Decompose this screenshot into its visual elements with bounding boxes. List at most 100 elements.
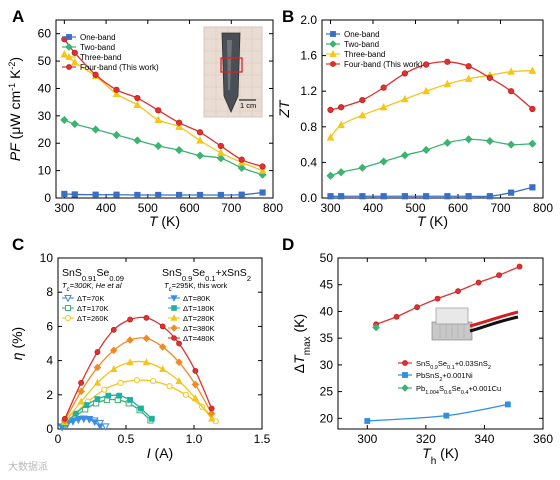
x-tick-label: 500 bbox=[138, 201, 158, 215]
y-tick-label: 30 bbox=[38, 109, 52, 123]
c-series-point-5 bbox=[191, 394, 199, 402]
a-series-point-2 bbox=[133, 100, 142, 108]
panel-a-label: A bbox=[12, 7, 24, 26]
c-series-point-5 bbox=[175, 377, 183, 385]
c-legend-item-5-marker bbox=[170, 314, 178, 321]
a-legend-item-3-marker bbox=[66, 64, 72, 70]
y-tick-label: 20 bbox=[320, 411, 334, 425]
b-series-point-1 bbox=[337, 168, 346, 177]
b-series-point-1 bbox=[507, 140, 516, 149]
x-tick-label: 500 bbox=[405, 201, 425, 215]
a-series-point-3 bbox=[113, 86, 120, 93]
b-series-point-0 bbox=[338, 193, 345, 200]
b-series-point-3 bbox=[401, 70, 408, 77]
b-series-point-0 bbox=[359, 193, 366, 200]
c-series-point-6 bbox=[207, 409, 216, 418]
d-series-point-0 bbox=[496, 272, 502, 278]
c-series-point-6 bbox=[175, 358, 183, 367]
x-tick-label: 1.0 bbox=[186, 432, 203, 446]
y-tick-label: 50 bbox=[38, 54, 52, 68]
a-series-point-3 bbox=[259, 163, 266, 170]
panel-b-label: B bbox=[282, 7, 294, 26]
c-series-point-5 bbox=[159, 365, 167, 373]
y-tick-label: 0.0 bbox=[300, 191, 317, 205]
c-series-point-5 bbox=[126, 358, 134, 366]
c-series-point-4 bbox=[72, 410, 79, 417]
c-y-axis-label: η (%) bbox=[9, 327, 25, 360]
c-legend-item-3-text: ΔT=80K bbox=[183, 294, 210, 303]
plot-frame bbox=[55, 19, 274, 199]
x-tick-label: 400 bbox=[363, 201, 383, 215]
c-series-point-3 bbox=[96, 423, 104, 431]
x-tick-label: 360 bbox=[533, 432, 553, 446]
panel-c-label: C bbox=[12, 235, 24, 254]
c-series-point-7 bbox=[78, 379, 85, 386]
c-legend-item-7-marker bbox=[171, 335, 177, 341]
c-legend-item-2-marker bbox=[65, 315, 71, 321]
d-legend-item-1-marker bbox=[402, 372, 408, 378]
b-series-point-0 bbox=[380, 193, 387, 200]
d-legend-item-2-marker bbox=[401, 384, 409, 392]
a-legend-item-0-marker bbox=[66, 34, 72, 40]
a-series-point-3 bbox=[71, 49, 78, 56]
d-y-axis-label: ΔTmax (K) bbox=[291, 314, 313, 373]
a-series-point-1 bbox=[70, 119, 79, 129]
x-tick-label: 700 bbox=[490, 201, 510, 215]
panel-d: D 300 320 340 360 20 25 30 35 40 45 50 SnS0.9Se0.1+… bbox=[282, 235, 553, 467]
y-tick-label: 0.8 bbox=[300, 120, 317, 134]
a-series-point-3 bbox=[217, 142, 224, 150]
a-series-point-0 bbox=[259, 189, 266, 196]
c-series-point-4 bbox=[105, 392, 112, 399]
d-x-axis-label: Th (K) bbox=[422, 445, 459, 467]
c-legend-item-5-text: ΔT=280K bbox=[183, 314, 215, 323]
b-y-axis-label: ZT bbox=[276, 99, 292, 119]
b-series-line-2 bbox=[329, 70, 533, 138]
b-series-line-1 bbox=[330, 138, 533, 177]
c-series-point-6 bbox=[126, 336, 134, 344]
c-series-point-2 bbox=[101, 386, 108, 393]
b-series-point-1 bbox=[358, 163, 367, 172]
b-series-point-1 bbox=[379, 157, 388, 166]
b-series-point-0 bbox=[444, 193, 451, 200]
d-series-point-1 bbox=[504, 401, 511, 408]
b-series-point-2 bbox=[337, 120, 345, 129]
c-legend-item-1-marker bbox=[65, 305, 71, 311]
device-top bbox=[435, 307, 469, 325]
a-series-point-2 bbox=[154, 115, 163, 124]
c-series-point-2 bbox=[117, 379, 124, 386]
c-series-point-7 bbox=[61, 415, 68, 422]
a-series-point-0 bbox=[61, 190, 68, 197]
c-series-point-3 bbox=[69, 417, 77, 425]
a-series-point-3 bbox=[176, 119, 183, 126]
c-series-point-4 bbox=[127, 397, 133, 403]
b-series-point-1 bbox=[326, 171, 335, 180]
c-x-axis-label: I (A) bbox=[147, 445, 173, 461]
c-series-point-5 bbox=[208, 414, 216, 422]
y-tick-label: 10 bbox=[40, 251, 54, 265]
b-series-point-1 bbox=[485, 136, 494, 146]
b-series-point-3 bbox=[327, 106, 334, 113]
y-tick-label: 60 bbox=[38, 27, 52, 41]
b-series-point-1 bbox=[528, 139, 537, 148]
inset-red-box bbox=[220, 57, 243, 73]
c-series-point-4 bbox=[138, 405, 144, 412]
c-series-point-6 bbox=[109, 346, 118, 355]
c-legend-item-0-text: ΔT=70K bbox=[77, 294, 104, 303]
y-tick-label: 0 bbox=[44, 191, 51, 205]
b-legend-item-1-marker bbox=[329, 40, 337, 48]
c-series-point-5 bbox=[77, 397, 85, 405]
a-series-point-3 bbox=[134, 94, 141, 102]
c-series-point-2 bbox=[182, 391, 189, 398]
c-series-point-3 bbox=[91, 419, 99, 427]
d-series-point-0 bbox=[414, 304, 420, 311]
b-series-point-2 bbox=[326, 133, 335, 141]
y-tick-label: 40 bbox=[320, 304, 334, 318]
c-series-point-7 bbox=[176, 340, 182, 347]
y-tick-label: 45 bbox=[320, 278, 334, 292]
c-series-point-0 bbox=[101, 423, 110, 431]
b-series-point-2 bbox=[379, 102, 388, 111]
x-tick-label: 300 bbox=[320, 201, 340, 215]
panel-a: A 300 400 500 600 700 800 0 10 20 30 40 50 60 One-ban… bbox=[7, 7, 283, 229]
b-series-point-2 bbox=[528, 66, 537, 74]
